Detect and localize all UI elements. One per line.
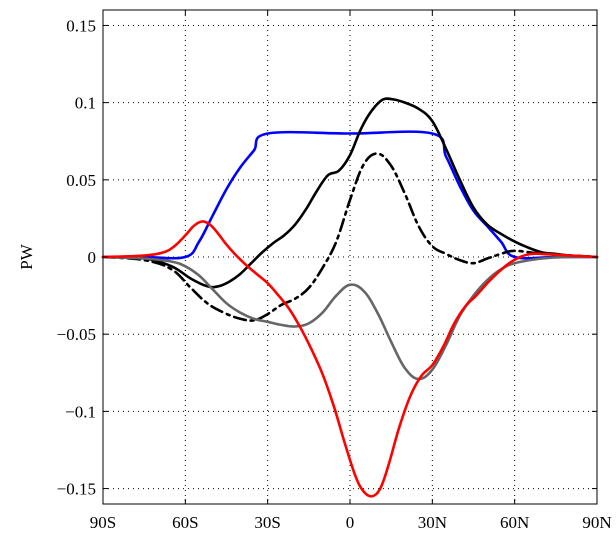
- y-axis-label: PW: [17, 243, 36, 269]
- series-line-2: [101, 97, 599, 289]
- y-tick-label: 0.05: [66, 171, 96, 190]
- y-tick-label: −0.05: [57, 325, 96, 344]
- y-tick-label: −0.15: [57, 480, 96, 499]
- x-tick-label: 60S: [172, 513, 198, 532]
- x-tick-label: 90S: [90, 513, 116, 532]
- x-tick-labels: 90S 60S 30S 0 30N 60N 90N: [90, 513, 612, 532]
- series-line-5: [101, 220, 599, 498]
- axis-ticks: [102, 10, 598, 504]
- x-tick-label: 0: [346, 513, 355, 532]
- y-tick-label: 0.1: [75, 94, 96, 113]
- series-line-4: [101, 255, 599, 381]
- x-tick-label: 90N: [582, 513, 611, 532]
- y-tick-labels: 0.15 0.1 0.05 0 −0.05 −0.1 −0.15: [57, 16, 96, 498]
- series-line-1: [101, 130, 599, 260]
- x-tick-label: 30S: [254, 513, 280, 532]
- x-tick-label: 60N: [500, 513, 529, 532]
- y-tick-label: 0.15: [66, 16, 96, 35]
- series-line-3: [101, 152, 599, 322]
- series-group: [101, 97, 599, 498]
- y-tick-label: 0: [88, 248, 97, 267]
- y-tick-label: −0.1: [65, 402, 96, 421]
- x-tick-label: 30N: [418, 513, 447, 532]
